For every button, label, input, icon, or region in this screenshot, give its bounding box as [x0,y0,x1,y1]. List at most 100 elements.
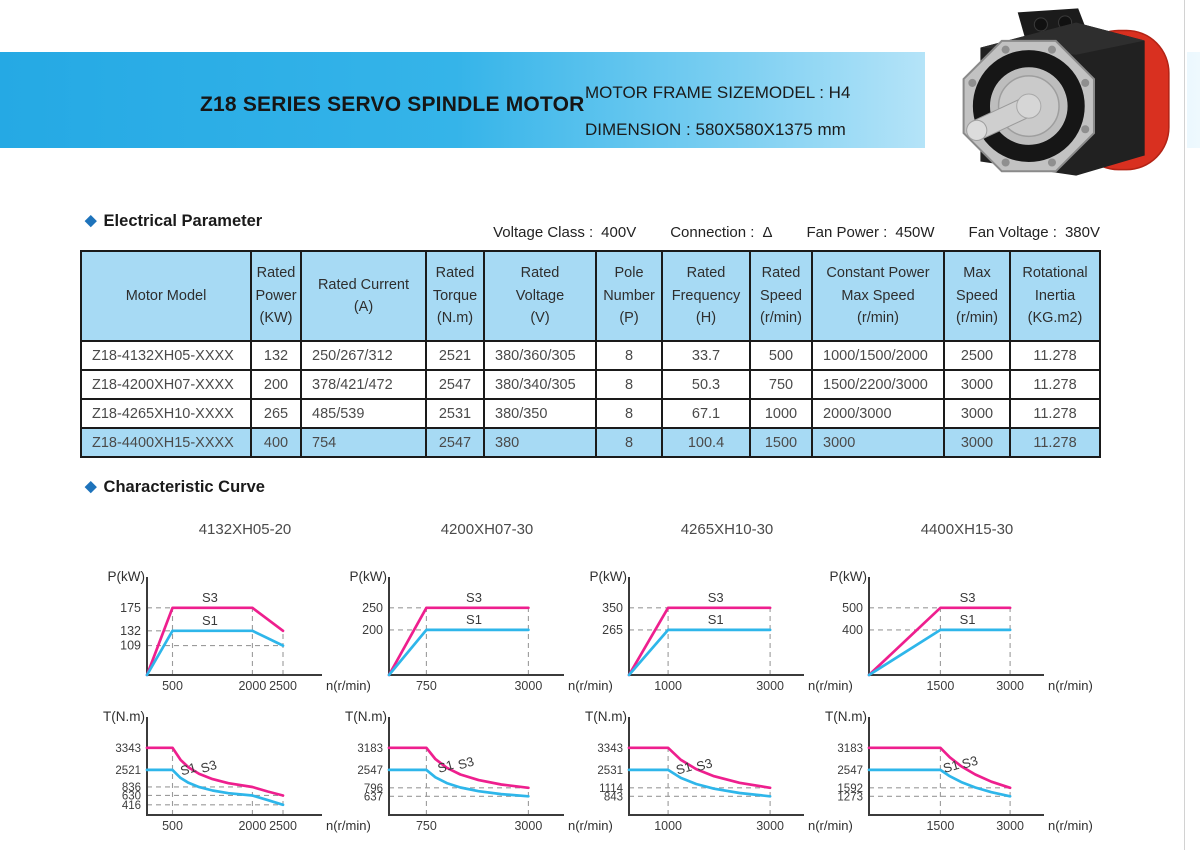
page-edge-line [1184,0,1185,850]
curve-label-s3: S3 [199,757,218,776]
curve-label-s1: S1 [202,613,218,628]
y-tick-label: 2547 [837,765,863,777]
y-tick-label: 637 [364,791,383,803]
curve-label-s1: S1 [941,757,960,776]
y-tick-label: 2521 [115,765,141,777]
table-body: Z18-4132XH05-XXXX 132 250/267/312 2521 380/3… [80,340,1101,458]
y-tick-label: 3183 [837,743,863,755]
table-cell: 2547 [425,369,485,400]
x-tick-label: 1000 [654,819,682,833]
curve-label-s1: S1 [179,760,198,779]
table-cell: 200 [250,369,302,400]
motor-photo-drawing [962,8,1170,176]
table-cell: 100.4 [661,427,751,458]
power-chart-4400xh15-30: S3 S1 500 400 1500 3000 P(kW) n(r/min) [807,563,1093,703]
x-axis-label: n(r/min) [326,678,371,693]
y-tick-label: 2531 [597,765,623,777]
chart-axes [868,717,1044,816]
table-cell: 8 [595,427,663,458]
curve-label-s1: S1 [466,612,482,627]
x-tick-label: 2000 [238,819,266,833]
table-header-cell: Rotational Inertia (KG.m2) [1009,250,1101,342]
chart-axes [146,577,322,676]
x-tick-label: 3000 [514,679,542,693]
table-cell: 1000/1500/2000 [811,340,945,371]
power-chart-4265xh10-30: S3 S1 350 265 1000 3000 P(kW) n(r/min) [567,563,853,703]
chart-title: 4200XH07-30 [440,521,534,538]
table-cell: 1000 [749,398,813,429]
table-header-cell: Rated Frequency (H) [661,250,751,342]
curve-s1 [627,768,772,798]
curve-s3 [867,606,1012,677]
curve-s3 [627,746,772,790]
curve-label-s3: S3 [456,754,475,773]
table-header-cell: Motor Model [80,250,252,342]
table-cell: 11.278 [1009,340,1101,371]
chart-axes [868,577,1044,676]
table-cell: 250/267/312 [300,340,427,371]
spec-voltage-class: Voltage Class :400V [493,224,637,241]
torque-chart-4132xh05-20: S3 S1 3343 2521 836 630 416 500 2000 2500 T(N.m) n(… [85,703,371,843]
table-cell: 500 [749,340,813,371]
y-axis-label: P(kW) [350,569,388,584]
curve-s1 [145,629,285,677]
table-cell: 50.3 [661,369,751,400]
diamond-icon: ◆ [85,478,97,495]
x-axis-label: n(r/min) [808,678,853,693]
page-title: Z18 SERIES SERVO SPINDLE MOTOR [200,93,585,116]
table-cell: 33.7 [661,340,751,371]
table-cell: 8 [595,369,663,400]
table-header-cell: Rated Speed (r/min) [749,250,813,342]
table-cell: Z18-4400XH15-XXXX [80,427,252,458]
curve-label-s3: S3 [202,590,218,605]
curve-label-s3: S3 [960,590,976,605]
y-tick-label: 250 [362,601,383,615]
curve-s3 [387,606,530,677]
curve-label-s3: S3 [466,590,482,605]
curve-label-s3: S3 [695,755,714,774]
chart-canvas: S3 S1 500 400 1500 3000 P(kW) n(r/min) [830,569,1093,693]
table-cell: 1500 [749,427,813,458]
table-cell: 8 [595,398,663,429]
table-cell: 2521 [425,340,485,371]
y-tick-label: 836 [122,782,141,794]
spec-summary-line: Voltage Class :400V Connection :Δ Fan Po… [493,224,1100,241]
chart-title: 4400XH15-30 [920,521,1014,538]
table-cell: Z18-4265XH10-XXXX [80,398,252,429]
curve-s3 [867,746,1012,790]
x-tick-label: 750 [416,819,437,833]
table-cell: 754 [300,427,427,458]
y-tick-label: 843 [604,791,623,803]
table-header-cell: Pole Number (P) [595,250,663,342]
y-axis-label: P(kW) [590,569,628,584]
motor-frame-size: MOTOR FRAME SIZEMODEL : H4 [585,83,851,102]
table-cell: 2500 [943,340,1011,371]
table-cell: 11.278 [1009,398,1101,429]
curve-label-s1: S1 [436,757,455,776]
curve-s1 [145,768,285,807]
y-axis-label: T(N.m) [585,709,627,724]
table-cell: 400 [250,427,302,458]
y-axis-label: P(kW) [830,569,868,584]
curve-label-s1: S1 [708,612,724,627]
table-cell: 3000 [943,369,1011,400]
y-tick-label: 1273 [837,791,863,803]
chart-title: 4132XH05-20 [198,521,292,538]
x-axis-label: n(r/min) [568,818,613,833]
electrical-parameter-table: Motor Model Rated Power (KW) Rated Current… [80,250,1101,458]
table-cell: 2547 [425,427,485,458]
motor-frame-info: MOTOR FRAME SIZEMODEL : H4 DIMENSION : 5… [585,74,850,148]
table-row: Z18-4132XH05-XXXX 132 250/267/312 2521 380/3… [80,340,1101,371]
table-cell: 378/421/472 [300,369,427,400]
chart-canvas: S3 S1 350 265 1000 3000 P(kW) n(r/min) [590,569,853,693]
torque-chart-4265xh10-30: S3 S1 3343 2531 1114 843 1000 3000 T(N.m) n(r/min… [567,703,853,843]
section-electrical-label: Electrical Parameter [103,212,263,230]
table-row: Z18-4200XH07-XXXX 200 378/421/472 2547 380/3… [80,369,1101,400]
spec-connection: Connection :Δ [670,224,773,241]
torque-chart-4200xh07-30: S3 S1 3183 2547 796 637 750 3000 T(N.m) n(r/min) [327,703,613,843]
table-header-cell: Max Speed (r/min) [943,250,1011,342]
power-chart-4132xh05-20: S3 S1 175 132 109 500 2000 2500 P(kW) n(r/min) [85,563,371,703]
y-axis-label: T(N.m) [345,709,387,724]
